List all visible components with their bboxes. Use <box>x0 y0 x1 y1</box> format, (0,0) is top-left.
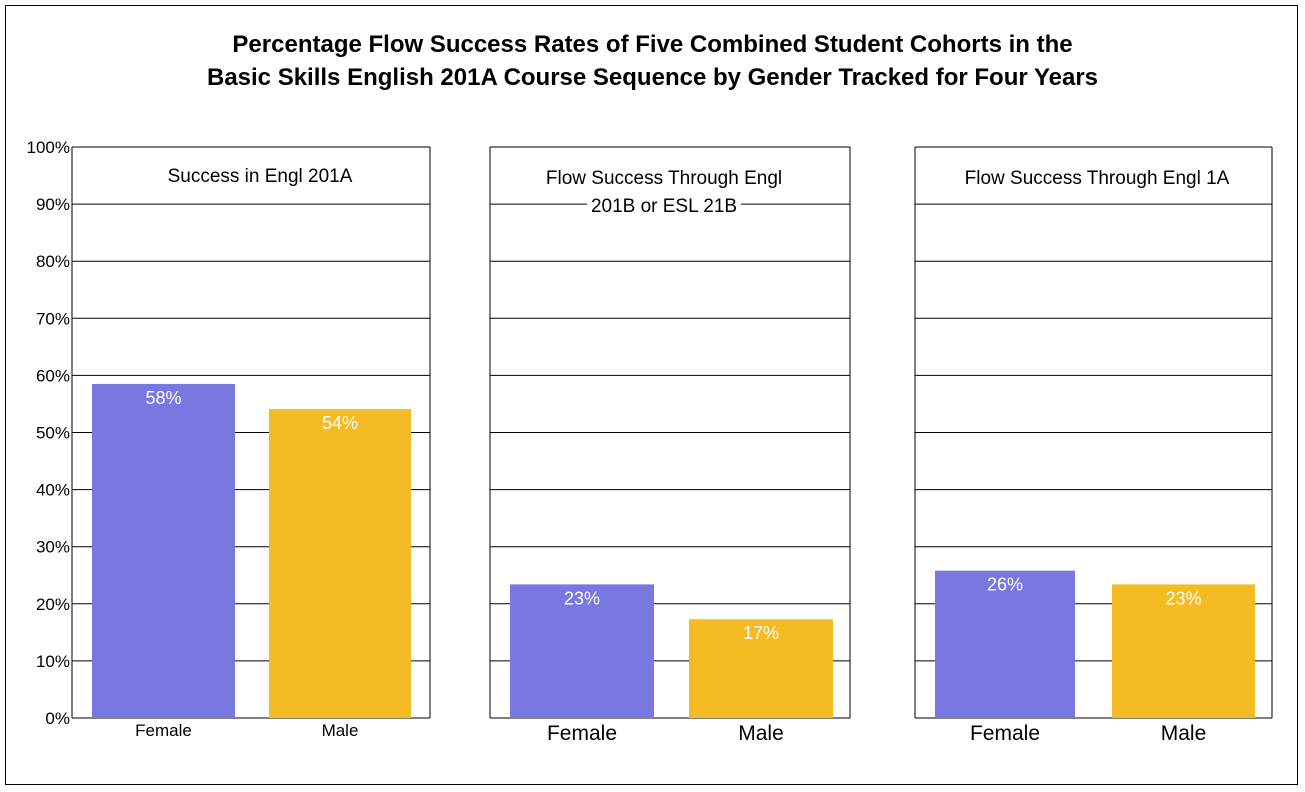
data-label: 17% <box>743 623 779 643</box>
category-label: Male <box>322 721 359 740</box>
panel-title: Flow Success Through Engl <box>546 168 782 189</box>
y-tick-label: 30% <box>36 538 70 557</box>
y-tick-label: 100% <box>27 138 70 157</box>
data-label: 23% <box>1165 588 1201 608</box>
chart-title: Percentage Flow Success Rates of Five Co… <box>0 28 1305 94</box>
panel-title: Success in Engl 201A <box>168 166 353 187</box>
bar-female <box>510 584 654 718</box>
category-label: Male <box>738 722 784 745</box>
category-label: Male <box>1161 722 1207 745</box>
y-tick-label: 50% <box>36 424 70 443</box>
data-label: 26% <box>987 575 1023 595</box>
bar-male <box>1112 584 1255 718</box>
y-tick-label: 80% <box>36 252 70 271</box>
panel-title: Flow Success Through Engl 1A <box>965 168 1230 189</box>
panel-title: 201B or ESL 21B <box>591 196 737 217</box>
y-tick-label: 20% <box>36 595 70 614</box>
bar-female <box>935 570 1075 718</box>
bar-female <box>92 383 235 718</box>
y-tick-label: 90% <box>36 195 70 214</box>
y-tick-label: 40% <box>36 481 70 500</box>
panel-title-background <box>960 166 1234 191</box>
panel-title-background <box>163 164 357 189</box>
category-label: Female <box>970 722 1040 745</box>
chart-title-line-1: Percentage Flow Success Rates of Five Co… <box>232 31 1073 58</box>
y-tick-label: 10% <box>36 652 70 671</box>
data-label: 54% <box>322 413 358 433</box>
category-label: Female <box>547 722 617 745</box>
panel-title-background <box>586 194 742 219</box>
bar-male <box>269 409 411 718</box>
panel-title-background <box>541 166 787 191</box>
chart-title-line-2: Basic Skills English 201A Course Sequenc… <box>206 64 1099 91</box>
data-label: 58% <box>145 388 181 408</box>
y-tick-label: 70% <box>36 309 70 328</box>
data-label: 23% <box>564 588 600 608</box>
y-tick-label: 60% <box>36 366 70 385</box>
category-label: Female <box>135 721 192 740</box>
bar-male <box>689 619 833 718</box>
y-tick-label: 0% <box>45 709 70 728</box>
